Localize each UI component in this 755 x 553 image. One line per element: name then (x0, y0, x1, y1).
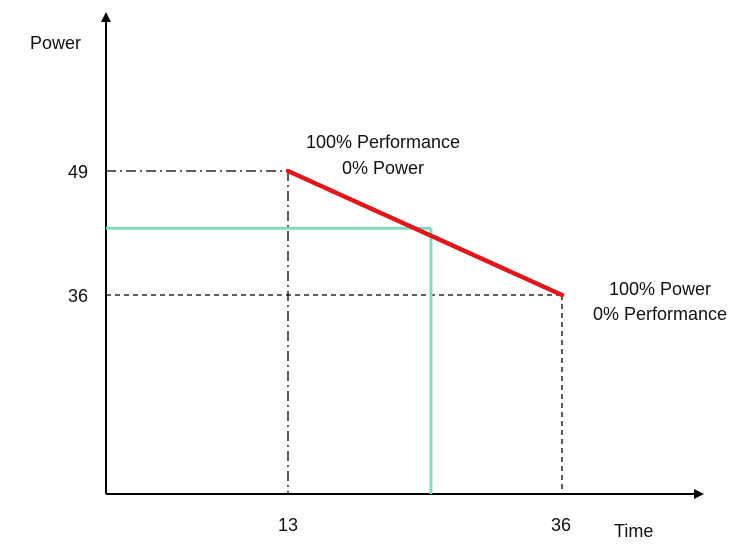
x-axis-label: Time (614, 521, 653, 541)
start-annotation-line1: 100% Performance (306, 132, 460, 152)
y-axis-label: Power (30, 33, 81, 53)
x-tick-13: 13 (278, 515, 298, 535)
y-tick-36: 36 (68, 286, 88, 306)
x-tick-36: 36 (551, 515, 571, 535)
y-tick-49: 49 (68, 162, 88, 182)
end-annotation-line1: 100% Power (609, 279, 711, 299)
start-annotation-line2: 0% Power (342, 158, 424, 178)
end-annotation-line2: 0% Performance (593, 304, 727, 324)
tradeoff-line (285, 168, 565, 298)
